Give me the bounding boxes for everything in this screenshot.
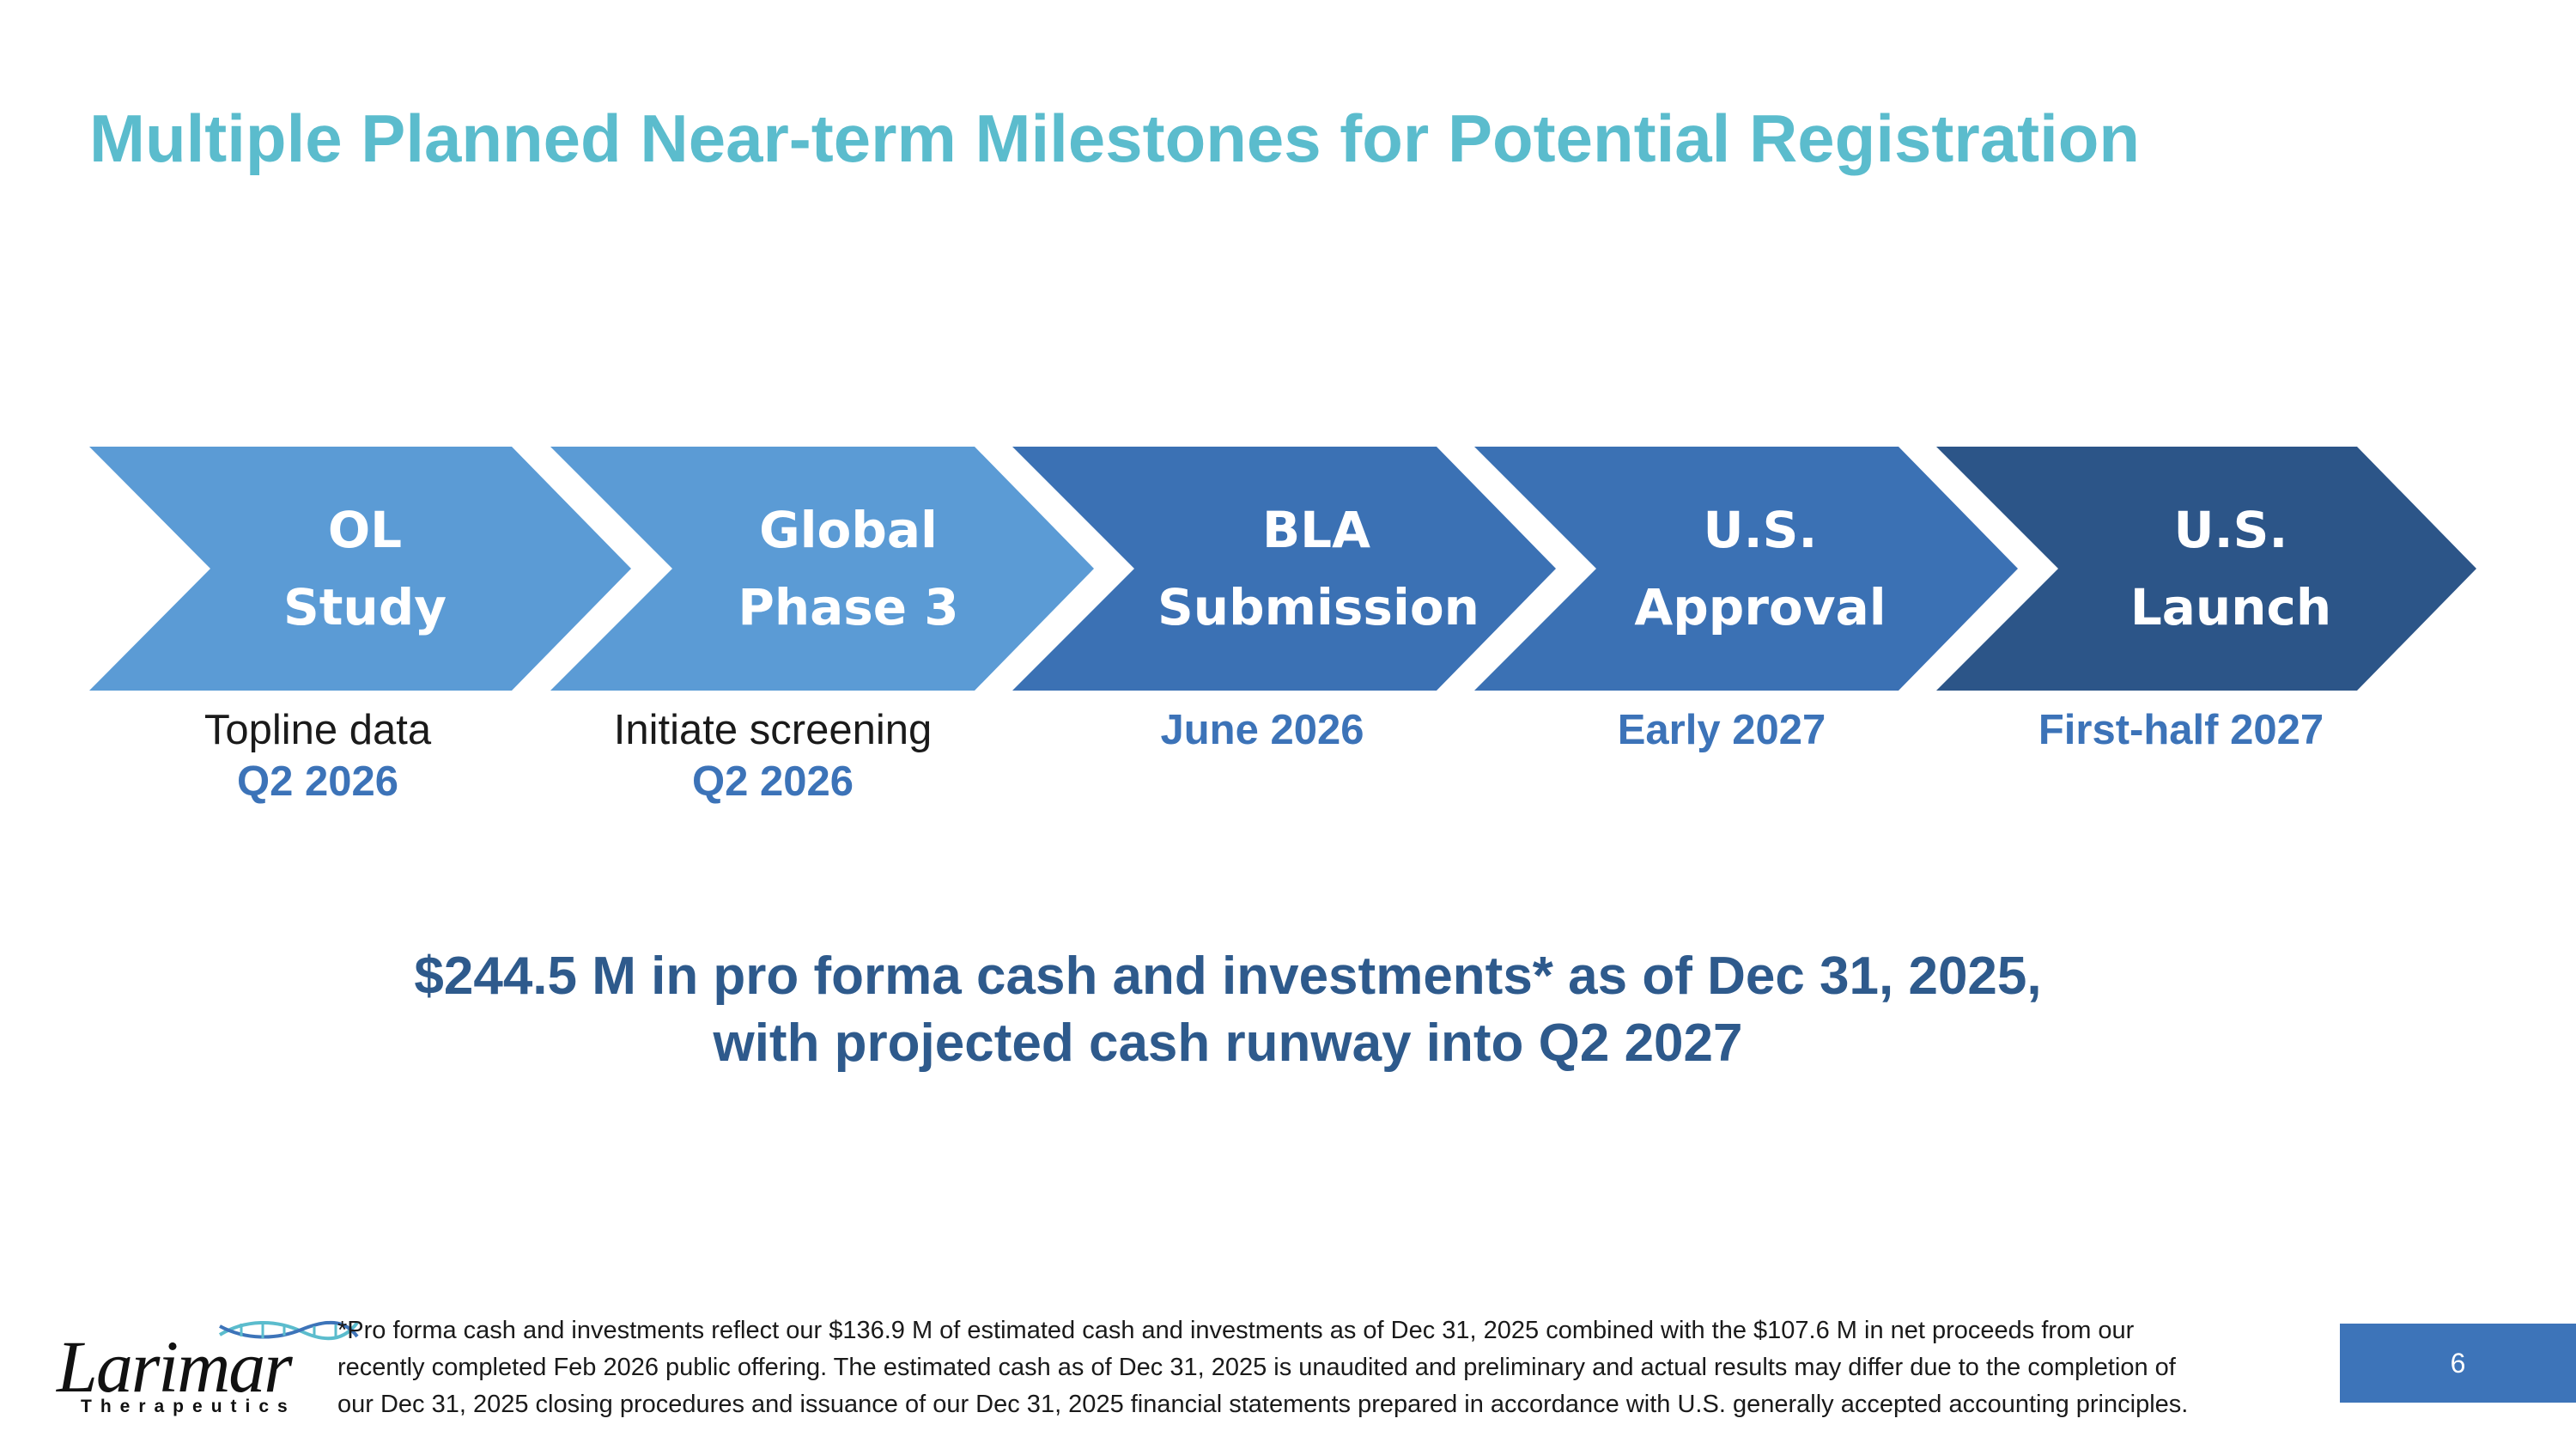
step-label-3: BLA Submission [1157, 491, 1479, 646]
step-label-1: OL Study [210, 491, 519, 646]
footnote-line: recently completed Feb 2026 public offer… [337, 1354, 2176, 1381]
milestone-date: First-half 2027 [2038, 707, 2324, 753]
cash-statement-line1: $244.5 M in pro forma cash and investmen… [414, 947, 2042, 1006]
step-label-line2: Approval [1634, 578, 1886, 636]
step-label-line1: BLA [1261, 501, 1371, 559]
step-label-line2: Phase 3 [738, 578, 959, 636]
cash-statement-line2: with projected cash runway into Q2 2027 [713, 1014, 1743, 1073]
step-label-5: U.S. Launch [2076, 491, 2385, 646]
footnote-line: our Dec 31, 2025 closing procedures and … [337, 1391, 2189, 1418]
step-label-line1: U.S. [2173, 501, 2288, 559]
milestone-date: Early 2027 [1617, 707, 1826, 753]
chevron-step-1 [89, 447, 631, 691]
chevron-step-5 [1936, 447, 2476, 691]
footnote-line: *Pro forma cash and investments reflect … [337, 1317, 2135, 1344]
page-number-badge: 6 [2340, 1324, 2576, 1403]
step-label-4: U.S. Approval [1606, 491, 1915, 646]
chevron-step-3 [1012, 447, 1556, 691]
milestone-3: June 2026 [1073, 704, 1451, 756]
milestone-5: First-half 2027 [1992, 704, 2370, 756]
milestone-date: Q2 2026 [692, 758, 854, 805]
page-title: Multiple Planned Near-term Milestones fo… [89, 100, 2141, 176]
step-label-2: Global Phase 3 [694, 491, 1003, 646]
cash-runway-statement: $244.5 M in pro forma cash and investmen… [326, 943, 2129, 1077]
step-label-line1: U.S. [1703, 501, 1818, 559]
milestone-1: Topline data Q2 2026 [129, 704, 507, 807]
step-label-line2: Study [283, 578, 447, 636]
chevron-step-4 [1474, 447, 2018, 691]
step-label-line2: Launch [2129, 578, 2332, 636]
step-label-line1: Global [759, 501, 938, 559]
logo-subtitle: Therapeutics [81, 1397, 296, 1416]
step-label-line1: OL [327, 501, 403, 559]
step-label-line2: Submission [1157, 578, 1479, 636]
milestone-2: Initiate screening Q2 2026 [584, 704, 962, 807]
dna-helix-icon [218, 1320, 359, 1341]
milestone-date: Q2 2026 [237, 758, 398, 805]
milestone-description: Topline data [204, 707, 432, 753]
page-number: 6 [2450, 1347, 2466, 1379]
footnote: *Pro forma cash and investments reflect … [337, 1312, 2347, 1423]
chevron-step-2 [550, 447, 1094, 691]
milestone-4: Early 2027 [1533, 704, 1911, 756]
company-logo: Larimar Therapeutics [57, 1314, 359, 1417]
milestone-description: Initiate screening [613, 707, 933, 753]
milestone-date: June 2026 [1160, 707, 1364, 753]
logo-wordmark: Larimar [57, 1325, 293, 1408]
